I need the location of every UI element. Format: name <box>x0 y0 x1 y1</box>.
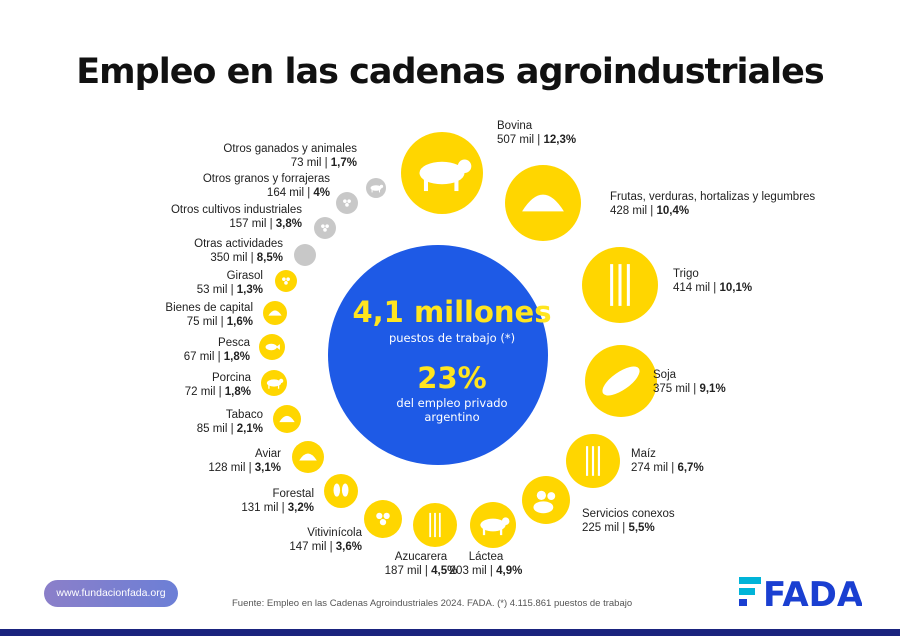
label-vitivinicola: Vitivinícola <box>307 527 362 539</box>
label-otras-actividades: Otras actividades <box>194 238 283 250</box>
bubble-vitivinicola <box>364 500 402 538</box>
value-tabaco: 85 mil | 2,1% <box>197 423 263 435</box>
label-porcina: Porcina <box>212 372 252 384</box>
label-maiz: Maíz <box>631 448 656 460</box>
bubble-forestal <box>324 474 358 508</box>
wheat-icon <box>610 264 630 306</box>
page-title: Empleo en las cadenas agroindustriales <box>76 52 824 92</box>
leaf-icon <box>279 415 295 423</box>
logo-text: FADA <box>763 575 862 611</box>
label-servicios-conexos: Servicios conexos <box>582 508 675 520</box>
center-pct: 23% <box>417 361 486 395</box>
sunflower-icon <box>282 277 290 285</box>
value-porcina: 72 mil | 1,8% <box>185 386 251 398</box>
bubble-girasol <box>275 270 297 292</box>
value-frutas-verduras-hortalizas-y-legumbres: 428 mil | 10,4% <box>610 205 689 217</box>
value-azucarera: 187 mil | 4,5% <box>385 565 458 577</box>
value-soja: 375 mil | 9,1% <box>653 383 726 395</box>
source-note: Fuente: Empleo en las Cadenas Agroindust… <box>232 598 633 609</box>
label-girasol: Girasol <box>227 270 263 282</box>
grapes-icon <box>376 512 390 526</box>
center-total: 4,1 millones <box>352 295 551 329</box>
bubble-otros-cultivos-industriales <box>314 217 336 239</box>
cotton-icon <box>321 224 329 232</box>
label-forestal: Forestal <box>272 488 314 500</box>
label-otros-ganados-y-animales: Otros ganados y animales <box>223 143 357 155</box>
label-otros-cultivos-industriales: Otros cultivos industriales <box>171 204 302 216</box>
fish-icon <box>265 343 280 351</box>
value-aviar: 128 mil | 3,1% <box>208 462 281 474</box>
label-pesca: Pesca <box>218 337 251 349</box>
center-pct-line2: argentino <box>424 410 479 424</box>
bubble-servicios-conexos <box>522 476 570 524</box>
label-tabaco: Tabaco <box>226 409 263 421</box>
value-otros-granos-y-forrajeras: 164 mil | 4% <box>267 187 330 199</box>
bubble-otras-actividades <box>294 244 316 266</box>
label-frutas-verduras-hortalizas-y-legumbres: Frutas, verduras, hortalizas y legumbres <box>610 191 815 203</box>
bubble-otros-granos-y-forrajeras <box>336 192 358 214</box>
value-forestal: 131 mil | 3,2% <box>241 502 314 514</box>
label-azucarera: Azucarera <box>395 551 448 563</box>
value-vitivinicola: 147 mil | 3,6% <box>289 541 362 553</box>
center-circle <box>328 245 548 465</box>
logo-mark-bar2 <box>739 588 755 595</box>
label-otros-granos-y-forrajeras: Otros granos y forrajeras <box>203 173 330 185</box>
fada-logo: FADA <box>739 575 862 611</box>
people-icon <box>533 490 556 514</box>
trees-icon <box>333 483 349 497</box>
label-aviar: Aviar <box>255 448 281 460</box>
value-otros-cultivos-industriales: 157 mil | 3,8% <box>229 218 302 230</box>
center-total-sub: puestos de trabajo (*) <box>389 331 515 345</box>
logo-mark-bar3 <box>739 599 747 606</box>
center-pct-line1: del empleo privado <box>396 396 507 410</box>
chicken-icon <box>299 453 317 461</box>
label-trigo: Trigo <box>673 268 699 280</box>
value-pesca: 67 mil | 1,8% <box>184 351 250 363</box>
grain-icon <box>343 199 351 207</box>
website-link[interactable]: www.fundacionfada.org <box>44 580 178 607</box>
value-bienes-de-capital: 75 mil | 1,6% <box>187 316 253 328</box>
bottom-bar <box>0 629 900 636</box>
value-servicios-conexos: 225 mil | 5,5% <box>582 522 655 534</box>
value-maiz: 274 mil | 6,7% <box>631 462 704 474</box>
label-lactea: Láctea <box>469 551 504 563</box>
tractor-icon <box>268 310 282 316</box>
label-bienes-de-capital: Bienes de capital <box>165 302 253 314</box>
value-otros-ganados-y-animales: 73 mil | 1,7% <box>291 157 357 169</box>
sugarcane-icon <box>429 512 441 538</box>
corn-icon <box>585 446 601 476</box>
pig-icon <box>266 378 284 389</box>
value-bovina: 507 mil | 12,3% <box>497 134 576 146</box>
soy-icon <box>602 366 640 396</box>
fruit-icon <box>522 194 564 212</box>
value-trigo: 414 mil | 10,1% <box>673 282 752 294</box>
cow-icon <box>419 159 472 192</box>
sheep-icon <box>370 184 384 193</box>
value-lactea: 203 mil | 4,9% <box>450 565 523 577</box>
label-bovina: Bovina <box>497 120 533 132</box>
dairy-cow-icon <box>480 517 510 536</box>
label-soja: Soja <box>653 369 677 381</box>
logo-mark-bar1 <box>739 577 761 584</box>
value-otras-actividades: 350 mil | 8,5% <box>210 252 283 264</box>
value-girasol: 53 mil | 1,3% <box>197 284 263 296</box>
